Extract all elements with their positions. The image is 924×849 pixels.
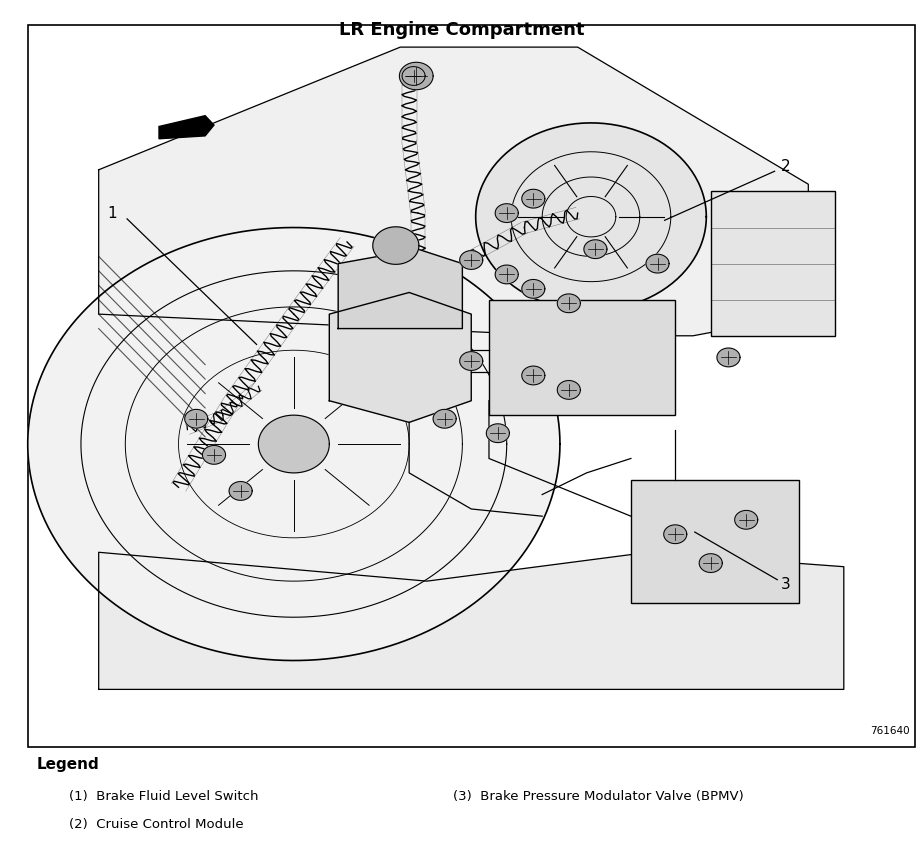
Text: LR Engine Compartment: LR Engine Compartment (339, 20, 585, 39)
Polygon shape (522, 366, 545, 385)
Polygon shape (557, 294, 580, 312)
Text: 3: 3 (782, 577, 791, 593)
Polygon shape (399, 62, 433, 90)
Polygon shape (717, 348, 740, 367)
Polygon shape (229, 481, 252, 500)
Text: 1: 1 (107, 205, 116, 221)
Polygon shape (99, 553, 844, 689)
Polygon shape (486, 424, 509, 442)
Polygon shape (495, 265, 518, 284)
Polygon shape (699, 554, 723, 572)
Polygon shape (460, 250, 482, 269)
Polygon shape (646, 254, 669, 273)
Polygon shape (735, 510, 758, 529)
Polygon shape (202, 446, 225, 464)
Polygon shape (372, 227, 419, 264)
Polygon shape (476, 123, 706, 311)
Polygon shape (402, 66, 425, 86)
Polygon shape (557, 380, 580, 399)
Bar (631, 481, 799, 603)
Polygon shape (259, 415, 329, 473)
Polygon shape (338, 250, 462, 329)
Polygon shape (663, 525, 687, 543)
Polygon shape (433, 409, 456, 428)
Bar (489, 300, 675, 415)
Text: 761640: 761640 (870, 726, 910, 736)
Text: (3)  Brake Pressure Modulator Valve (BPMV): (3) Brake Pressure Modulator Valve (BPMV… (453, 790, 744, 802)
Polygon shape (584, 239, 607, 259)
Bar (28, 25, 915, 747)
Polygon shape (99, 48, 808, 336)
Polygon shape (495, 204, 518, 222)
Text: Legend: Legend (37, 757, 100, 773)
Polygon shape (159, 115, 214, 138)
Polygon shape (460, 351, 482, 370)
Polygon shape (28, 228, 560, 661)
Text: (2)  Cruise Control Module: (2) Cruise Control Module (69, 818, 244, 830)
Polygon shape (185, 409, 208, 428)
Text: 2: 2 (782, 159, 791, 174)
Polygon shape (329, 292, 471, 423)
Bar (711, 192, 835, 336)
Text: (1)  Brake Fluid Level Switch: (1) Brake Fluid Level Switch (69, 790, 259, 802)
Polygon shape (522, 279, 545, 298)
Polygon shape (522, 189, 545, 208)
